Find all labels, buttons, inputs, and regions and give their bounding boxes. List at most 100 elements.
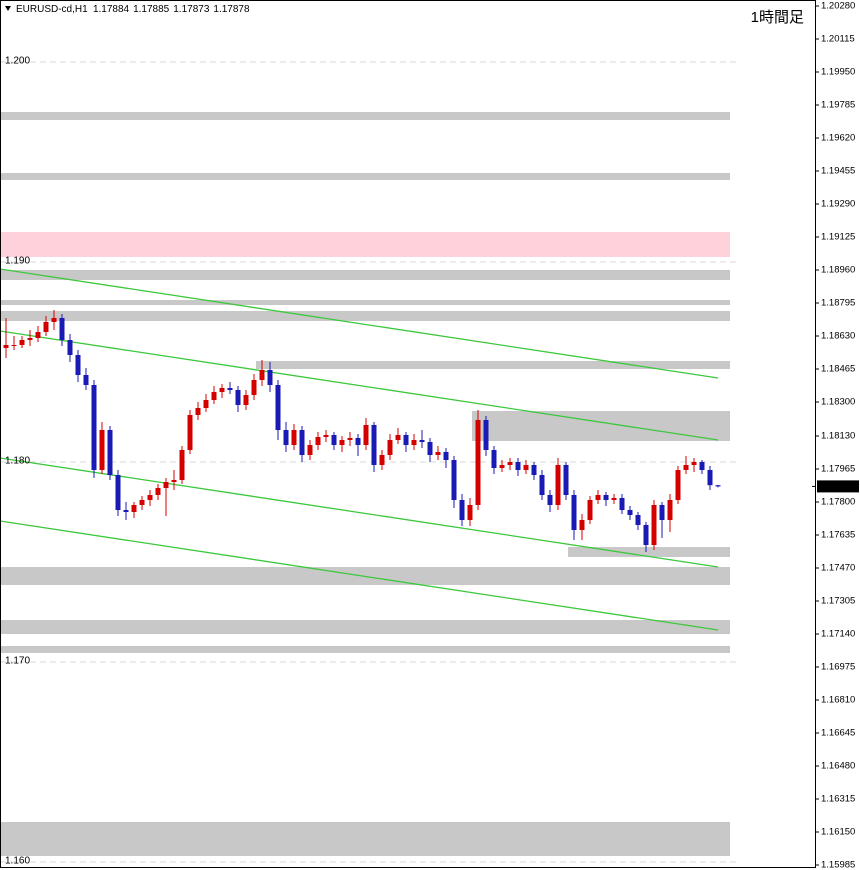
price-zone [0,300,730,305]
candle-body [211,392,217,400]
candle-body [267,370,273,385]
candle-body [715,485,721,487]
y2-tick-label: 1.20115 [821,34,855,45]
candle-body [555,465,561,505]
trend-line [0,268,719,379]
y2-tick-label: 1.18300 [821,397,855,408]
candle-body [571,495,577,530]
price-zone [0,112,730,120]
candle-body [547,495,553,505]
candle-body [179,450,185,480]
candle-body [595,495,601,500]
low-price: 1.17873 [173,4,210,15]
plot-frame [0,0,816,868]
y2-tick-label: 1.18795 [821,298,855,309]
y-tick-label: 1.160 [5,856,30,867]
candle-body [339,440,345,445]
candle-body [291,430,297,445]
candle-body [667,500,673,520]
y2-tick-label: 1.16150 [821,827,855,838]
candle-body [443,452,449,460]
candle-body [627,510,633,515]
candle-body [475,420,481,505]
candle-body [611,498,617,500]
candle-body [411,440,417,445]
y2-tick-label: 1.18465 [821,364,855,375]
candle-body [251,380,257,395]
price-zone [0,270,730,280]
y2-tick-label: 1.17305 [821,596,855,607]
y2-tick-label: 1.16810 [821,695,855,706]
price-zone [0,173,730,180]
price-zone [256,361,730,369]
candle-body [299,430,305,455]
candle-body [67,340,73,355]
current-price-box [817,480,859,493]
y-tick-label: 1.200 [5,56,30,67]
y2-tick-label: 1.18130 [821,431,855,442]
candle-body [459,500,465,520]
candle-body [347,438,353,440]
candle-body [315,437,321,445]
candle-body [219,388,225,392]
price-zone [0,620,730,634]
candle-body [307,445,313,455]
y2-tick-label: 1.15985 [821,860,855,870]
price-zone [0,232,730,257]
y2-tick-label: 1.20280 [821,1,855,12]
candle-body [363,425,369,445]
candle-body [467,505,473,520]
candle-body [323,435,329,437]
candle-body [683,465,689,470]
candle-body [83,375,89,385]
price-zone [472,411,730,441]
candle-body [659,505,665,520]
candle-body [635,515,641,525]
y2-tick-label: 1.17140 [821,629,855,640]
candle-body [403,435,409,445]
candle-body [283,430,289,445]
candle-body [699,462,705,470]
candle-body [59,318,65,340]
candle-body [499,465,505,468]
y2-tick-label: 1.19785 [821,100,855,111]
candle-body [355,438,361,445]
candle-body [643,525,649,545]
current-price-label: 1.17878 [821,481,855,492]
y2-tick-label: 1.19125 [821,232,855,243]
candle-body [155,488,161,495]
candle-body [395,435,401,440]
candle-body [651,505,657,545]
chart-header: EURUSD-cd,H1 1.17884 1.17885 1.17873 1.17878 [16,4,250,15]
candle-body [203,400,209,408]
candle-body [539,475,545,495]
candle-body [43,322,49,332]
candle-body [11,345,17,346]
candle-body [131,505,137,512]
candle-body [227,388,233,390]
candle-body [187,415,193,450]
y2-tick-label: 1.19620 [821,133,855,144]
candle-body [451,460,457,500]
y2-tick-label: 1.18960 [821,265,855,276]
y2-tick-label: 1.19455 [821,166,855,177]
trend-line [0,520,719,631]
candle-body [51,318,57,322]
candle-body [35,332,41,338]
price-zone [0,311,730,321]
y2-tick-label: 1.18630 [821,331,855,342]
trend-line [0,330,719,441]
candle-body [139,500,145,505]
candle-body [171,480,177,482]
candle-body [419,440,425,442]
candle-body [331,435,337,445]
candle-body [675,470,681,500]
candle-body [275,385,281,430]
candle-body [491,450,497,468]
y-tick-label: 1.190 [5,256,30,267]
candle-body [507,462,513,465]
y2-tick-label: 1.19950 [821,67,855,78]
candle-body [259,370,265,380]
candle-body [379,455,385,465]
